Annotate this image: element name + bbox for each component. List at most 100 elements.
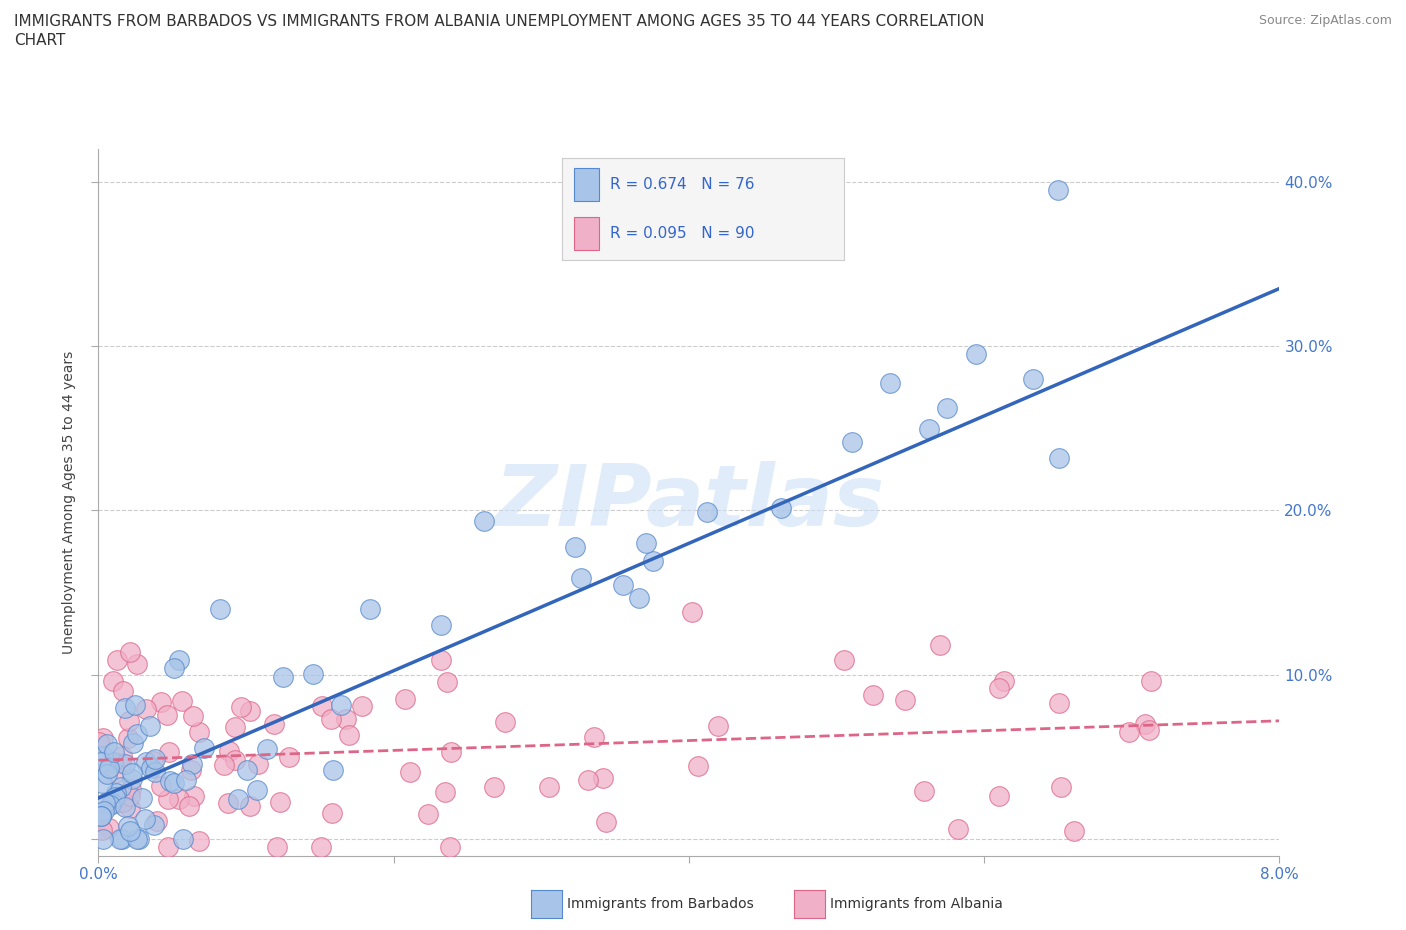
Point — [239, 798, 262, 813]
Point — [163, 660, 186, 675]
Point — [832, 653, 855, 668]
Text: Immigrants from Albania: Immigrants from Albania — [830, 897, 1002, 911]
Point — [96, 737, 118, 751]
Point — [98, 820, 121, 835]
FancyBboxPatch shape — [574, 168, 599, 201]
Point — [111, 684, 134, 698]
Point — [301, 666, 323, 681]
Point — [936, 400, 959, 415]
Point — [101, 796, 124, 811]
Point — [174, 773, 197, 788]
Point — [111, 749, 134, 764]
Point — [538, 779, 561, 794]
Point — [337, 728, 360, 743]
Point — [430, 653, 453, 668]
Point — [398, 765, 420, 780]
Y-axis label: Unemployment Among Ages 35 to 44 years: Unemployment Among Ages 35 to 44 years — [62, 351, 76, 654]
Point — [472, 513, 495, 528]
Point — [131, 790, 153, 805]
Point — [612, 578, 634, 592]
Point — [696, 504, 718, 519]
Point — [688, 758, 710, 773]
Point — [434, 785, 457, 800]
Point — [263, 717, 285, 732]
Point — [246, 783, 269, 798]
Point — [104, 765, 127, 780]
Point — [1046, 182, 1069, 197]
Point — [628, 591, 651, 605]
Point — [988, 680, 1011, 695]
Point — [157, 745, 180, 760]
Point — [121, 765, 143, 780]
Point — [139, 761, 162, 776]
Point — [595, 814, 617, 829]
Point — [914, 783, 936, 798]
Point — [862, 687, 884, 702]
Point — [1118, 724, 1140, 739]
Point — [321, 805, 343, 820]
Point — [159, 773, 181, 788]
Point — [1050, 779, 1073, 794]
Point — [146, 814, 169, 829]
Point — [124, 698, 146, 712]
Point — [440, 745, 463, 760]
Point — [90, 808, 112, 823]
Point — [145, 751, 167, 766]
Point — [149, 694, 172, 709]
Point — [121, 772, 143, 787]
Point — [104, 790, 127, 804]
Point — [90, 823, 112, 838]
Point — [879, 376, 901, 391]
Point — [218, 743, 240, 758]
Point — [120, 824, 142, 839]
Text: ZIPatlas: ZIPatlas — [494, 460, 884, 544]
Point — [180, 757, 202, 772]
Point — [89, 735, 111, 750]
Point — [918, 421, 941, 436]
Point — [636, 535, 658, 550]
Point — [239, 703, 262, 718]
Point — [127, 657, 149, 671]
Point — [156, 840, 179, 855]
Point — [117, 818, 139, 833]
Point — [1137, 723, 1160, 737]
Point — [1021, 371, 1043, 386]
Point — [91, 749, 114, 764]
Point — [246, 756, 269, 771]
Point — [217, 796, 239, 811]
Point — [101, 754, 124, 769]
Point — [181, 709, 204, 724]
Point — [177, 799, 200, 814]
Point — [269, 794, 291, 809]
Point — [188, 725, 211, 740]
Point — [114, 700, 136, 715]
Point — [105, 795, 128, 810]
Point — [172, 693, 194, 708]
Point — [156, 791, 179, 806]
Point — [271, 670, 294, 684]
Point — [104, 785, 127, 800]
Point — [128, 831, 150, 846]
Point — [107, 653, 129, 668]
Point — [707, 718, 730, 733]
Point — [311, 840, 333, 855]
Point — [93, 804, 115, 818]
Point — [143, 818, 166, 833]
Point — [117, 713, 139, 728]
Point — [103, 745, 125, 760]
Point — [172, 831, 194, 846]
Point — [1140, 673, 1163, 688]
Point — [150, 779, 173, 794]
Point — [120, 782, 142, 797]
Point — [576, 772, 599, 787]
Point — [592, 771, 614, 786]
Point — [894, 693, 917, 708]
Point — [91, 775, 114, 790]
Point — [125, 727, 148, 742]
Point — [993, 673, 1015, 688]
Point — [110, 756, 132, 771]
Point — [125, 831, 148, 846]
Point — [1047, 450, 1070, 465]
Point — [93, 795, 115, 810]
Point — [108, 831, 131, 846]
